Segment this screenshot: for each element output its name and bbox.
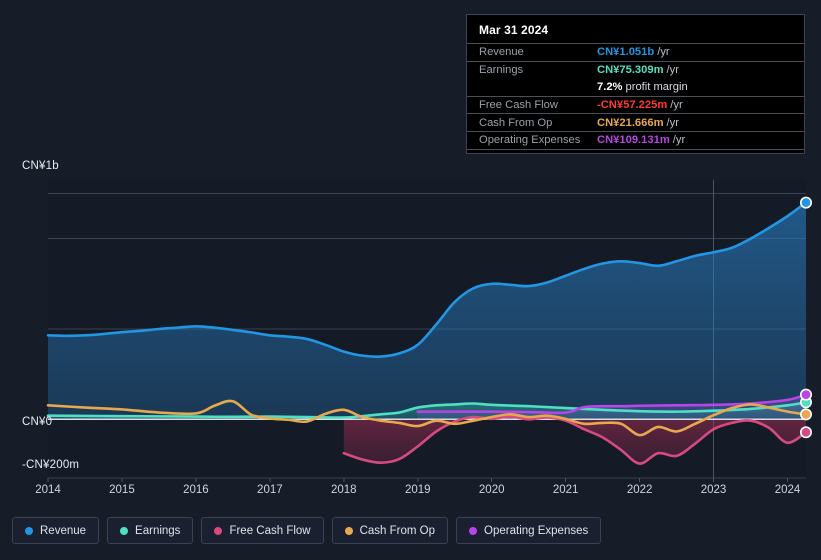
x-axis-label-2024: 2024: [774, 484, 801, 496]
y-axis-label-1b: CN¥1b: [22, 160, 59, 172]
tooltip-unit-earnings: /yr: [666, 63, 679, 76]
legend-dot-icon: [25, 526, 33, 535]
x-axis-label-2022: 2022: [626, 484, 653, 496]
x-axis-label-2019: 2019: [404, 484, 431, 496]
legend-item-label: Operating Expenses: [484, 524, 589, 537]
x-axis-label-2016: 2016: [183, 484, 209, 496]
end-marker-free-cash-flow: [799, 426, 812, 439]
chart-area: CN¥1b CN¥0 -CN¥200m 2014 2015 2016 2017 2018…: [22, 160, 812, 496]
legend-item-label: Revenue: [40, 524, 87, 537]
y-axis-label-neg200m: -CN¥200m: [22, 459, 80, 471]
tooltip-row-revenue: Revenue CN¥1.051b /yr: [467, 43, 804, 61]
tooltip-unit-free-cash-flow: /yr: [670, 99, 683, 112]
series-line-earnings: [46, 401, 808, 419]
tooltip-bottom-rule: [467, 148, 804, 150]
legend-item-operating-expenses[interactable]: Operating Expenses: [456, 517, 602, 544]
tooltip-value-revenue: CN¥1.051b: [597, 46, 655, 59]
tooltip-label-earnings: Earnings: [479, 63, 524, 76]
tooltip-label-cash-from-op: Cash From Op: [479, 116, 553, 129]
tooltip-label-operating-expenses: Operating Expenses: [479, 134, 581, 147]
legend-item-label: Earnings: [135, 524, 181, 537]
series-line-revenue: [46, 201, 808, 358]
x-axis-label-2021: 2021: [552, 484, 579, 496]
legend-dot-icon: [344, 526, 353, 535]
tooltip-row-earnings: Earnings CN¥75.309m /yr: [467, 60, 804, 79]
legend-item-label: Free Cash Flow: [229, 524, 311, 537]
data-tooltip: Mar 31 2024 Revenue CN¥1.051b /yr Earnin…: [466, 14, 805, 154]
legend-item-cash-from-op[interactable]: Cash From Op: [331, 517, 449, 544]
legend-item-label: Cash From Op: [359, 524, 436, 537]
end-marker-revenue: [799, 196, 812, 209]
x-axis-label-2020: 2020: [478, 484, 505, 496]
x-axis-label-2014: 2014: [35, 484, 61, 496]
chart-legend: Revenue Earnings Free Cash Flow Cash From O…: [12, 517, 602, 544]
tooltip-note-profit-margin: profit margin: [625, 80, 688, 93]
tooltip-label-revenue: Revenue: [479, 46, 524, 59]
legend-item-earnings[interactable]: Earnings: [107, 517, 194, 544]
tooltip-row-profit-margin: 7.2% profit margin: [467, 78, 804, 96]
series-line-cash-from-op: [46, 399, 808, 437]
legend-dot-icon: [469, 526, 478, 535]
x-axis-label-2018: 2018: [331, 484, 357, 496]
series-line-free-cash-flow: [342, 415, 808, 465]
tooltip-value-earnings: CN¥75.309m: [597, 63, 664, 76]
end-marker-operating-expenses: [799, 388, 812, 401]
tooltip-date: Mar 31 2024: [479, 23, 549, 37]
tooltip-unit-operating-expenses: /yr: [672, 134, 686, 147]
legend-item-revenue[interactable]: Revenue: [12, 517, 100, 544]
legend-dot-icon: [120, 526, 129, 535]
x-axis-label-2023: 2023: [700, 484, 727, 496]
tooltip-unit-revenue: /yr: [657, 46, 670, 59]
tooltip-unit-cash-from-op: /yr: [666, 116, 679, 129]
tooltip-value-operating-expenses: CN¥109.131m: [597, 134, 670, 147]
tooltip-value-free-cash-flow: -CN¥57.225m: [597, 99, 668, 112]
tooltip-value-cash-from-op: CN¥21.666m: [597, 116, 664, 129]
tooltip-row-operating-expenses: Operating Expenses CN¥109.131m /yr: [467, 130, 804, 149]
tooltip-value-profit-margin: 7.2%: [597, 80, 623, 93]
x-axis-label-2017: 2017: [257, 484, 283, 496]
chart-canvas: [46, 180, 812, 482]
tooltip-row-free-cash-flow: Free Cash Flow -CN¥57.225m /yr: [467, 95, 804, 114]
tooltip-label-free-cash-flow: Free Cash Flow: [479, 99, 558, 112]
y-axis-label-zero: CN¥0: [22, 416, 53, 428]
end-marker-cash-from-op: [799, 408, 812, 421]
legend-item-free-cash-flow[interactable]: Free Cash Flow: [201, 517, 324, 544]
tooltip-row-cash-from-op: Cash From Op CN¥21.666m /yr: [467, 113, 804, 131]
x-axis-label-2015: 2015: [109, 484, 135, 496]
legend-dot-icon: [214, 526, 223, 535]
